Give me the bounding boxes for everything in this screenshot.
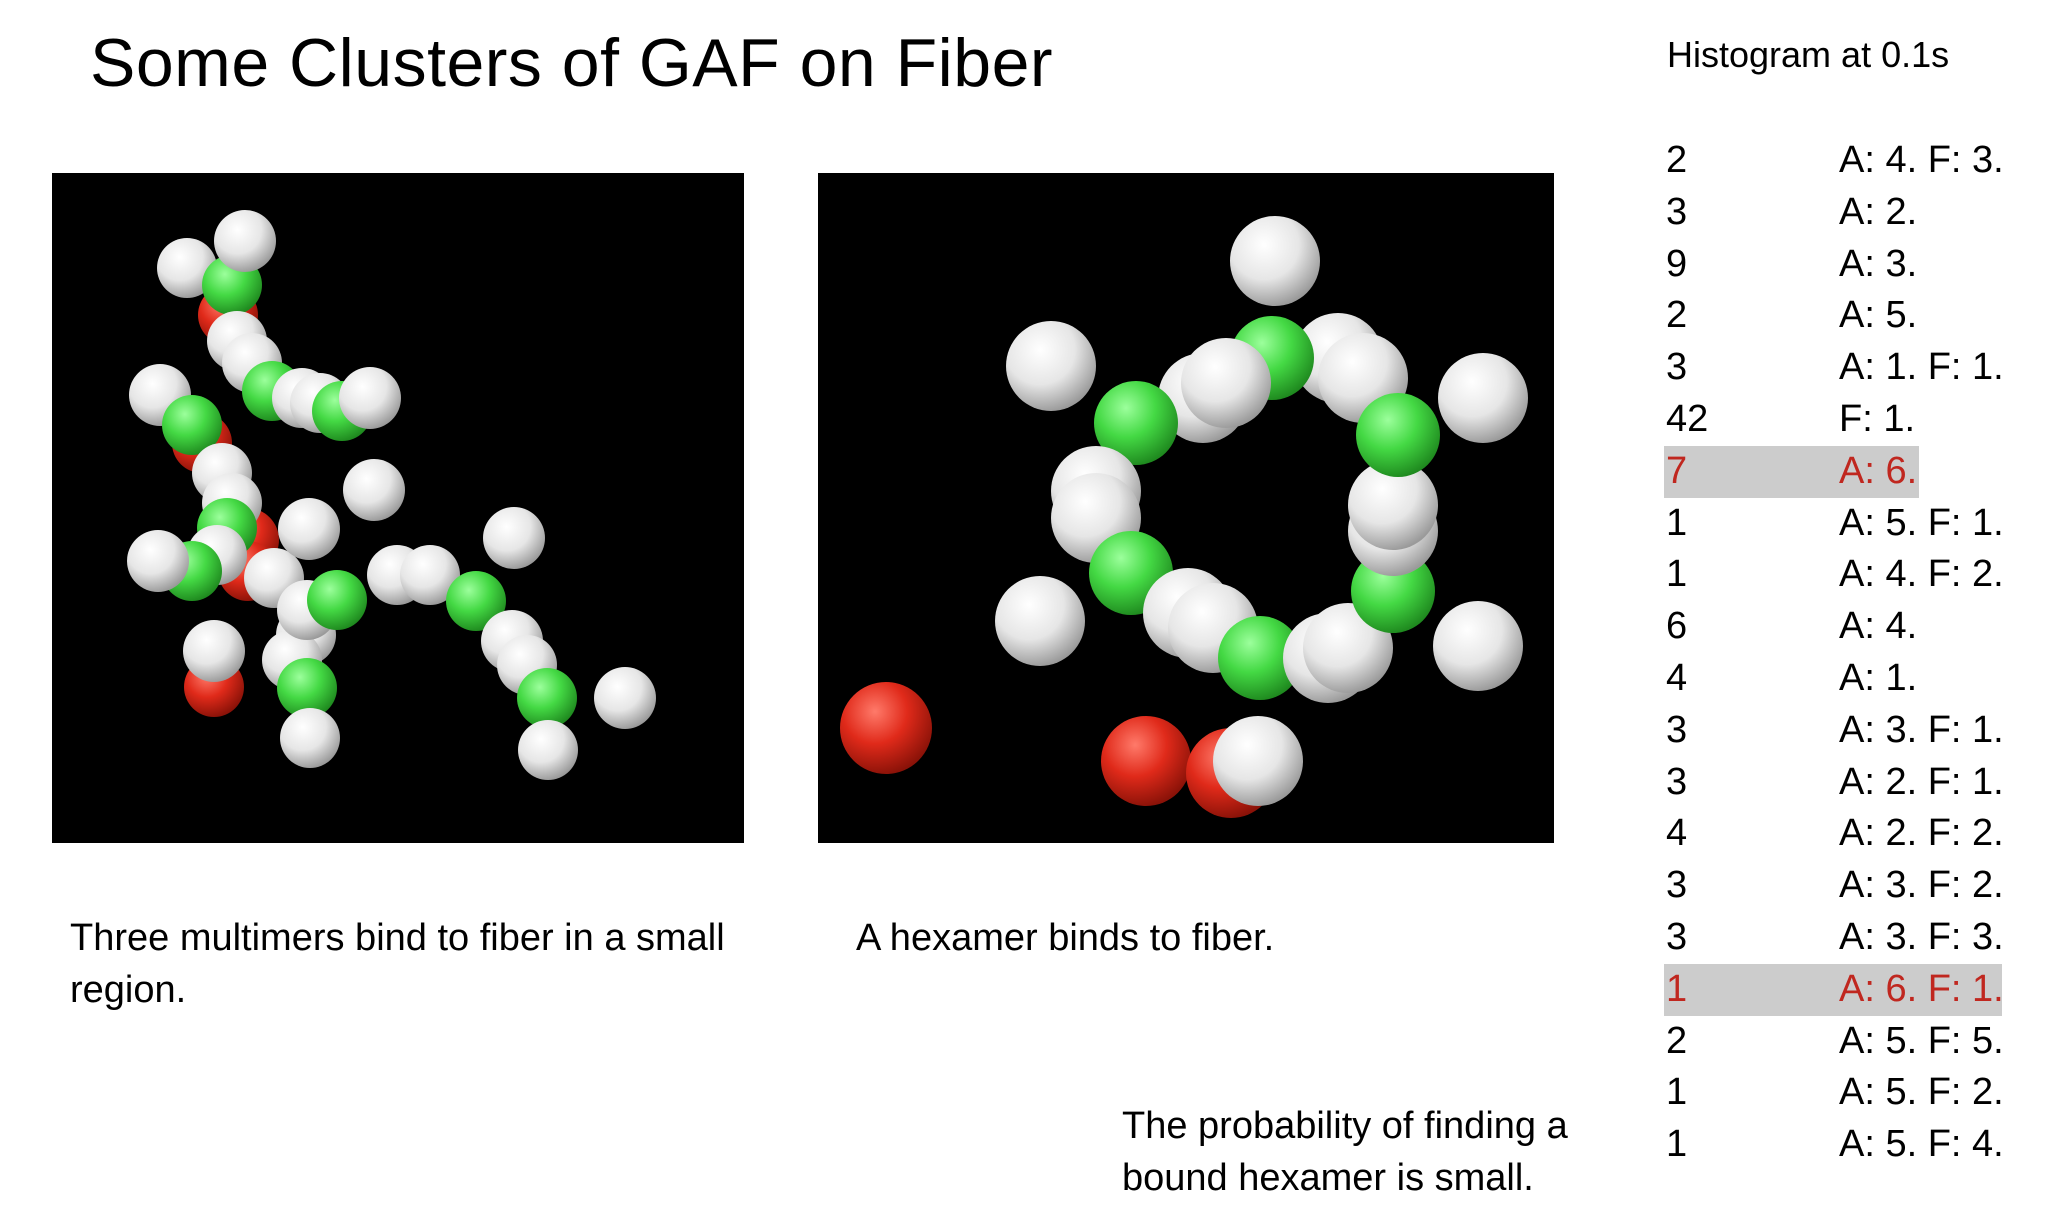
histogram-row: 4 A: 2. F: 2.	[1664, 808, 2006, 860]
hexamer-ring-spheres	[840, 216, 1528, 818]
histogram-composition: A: 5. F: 5.	[1839, 1019, 2004, 1062]
caption-probability: The probability of finding a bound hexam…	[1122, 1105, 1568, 1199]
histogram-composition: A: 4. F: 2.	[1839, 553, 2004, 596]
histogram-row: 3 A: 3. F: 1.	[1664, 705, 2006, 757]
histogram-composition: A: 3.	[1839, 242, 1918, 285]
histogram-composition: A: 5. F: 4.	[1839, 1123, 2004, 1166]
histogram-composition: A: 2. F: 1.	[1839, 760, 2004, 803]
histogram-composition: A: 4. F: 3.	[1839, 139, 2004, 181]
multimers-render-image	[52, 173, 744, 843]
histogram-composition: A: 2.	[1839, 190, 1918, 233]
histogram-table: 2 A: 4. F: 3. 3 A: 2. 9 A: 3. 2 A: 5. 3 A: 1. F: …	[1664, 135, 2006, 1171]
histogram-row: 2 A: 5. F: 5.	[1664, 1016, 2006, 1068]
histogram-composition: A: 3. F: 2.	[1839, 864, 2004, 907]
histogram-row: 2 A: 5.	[1664, 290, 2006, 342]
histogram-composition: A: 5. F: 1.	[1839, 501, 2004, 544]
histogram-composition: A: 1. F: 1.	[1839, 346, 2004, 389]
histogram-row: 1 A: 5. F: 4.	[1664, 1119, 2006, 1171]
histogram-count: 1	[1666, 967, 1688, 1010]
histogram-composition: A: 3. F: 1.	[1839, 708, 2004, 751]
histogram-count: 3	[1666, 346, 1688, 389]
histogram-title: Histogram at 0.1s	[1667, 34, 1950, 75]
histogram-composition: A: 6.	[1839, 449, 1918, 492]
caption-multimers: Three multimers bind to fiber in a small…	[70, 917, 725, 1011]
histogram-count: 3	[1666, 864, 1688, 907]
histogram-count: 4	[1666, 656, 1688, 699]
multimer-cluster-spheres	[127, 210, 656, 780]
histogram-count: 3	[1666, 190, 1688, 233]
multimers-render-svg	[127, 210, 656, 780]
histogram-composition: A: 2. F: 2.	[1839, 812, 2004, 855]
histogram-row: 9 A: 3.	[1664, 239, 2006, 291]
histogram-count: 9	[1666, 242, 1688, 285]
histogram-count: 3	[1666, 760, 1688, 803]
histogram-composition: F: 1.	[1839, 397, 1916, 440]
histogram-row: 6 A: 4.	[1664, 601, 2006, 653]
histogram-count: 3	[1666, 915, 1688, 958]
histogram-row: 42 F: 1.	[1664, 394, 2006, 446]
caption-hexamer: A hexamer binds to fiber.	[856, 917, 1275, 959]
histogram-composition: A: 1.	[1839, 656, 1918, 699]
histogram-count: 6	[1666, 605, 1688, 648]
histogram-row: 4 A: 1.	[1664, 653, 2006, 705]
histogram-composition: A: 3. F: 3.	[1839, 915, 2004, 958]
histogram-count: 3	[1666, 708, 1688, 751]
histogram-row: 1 A: 5. F: 2.	[1664, 1067, 2006, 1119]
histogram-composition: A: 4.	[1839, 605, 1918, 648]
histogram-composition: A: 6. F: 1.	[1839, 967, 2004, 1010]
histogram-row: 3 A: 3. F: 2.	[1664, 860, 2006, 912]
histogram-count: 4	[1666, 812, 1688, 855]
hexamer-render-image	[818, 173, 1554, 843]
histogram-row: 3 A: 3. F: 3.	[1664, 912, 2006, 964]
histogram-count: 2	[1666, 1019, 1688, 1062]
histogram-count: 7	[1666, 449, 1688, 492]
highlight-background	[1664, 445, 1919, 498]
histogram-row-highlighted: 7 A: 6.	[1664, 445, 2006, 498]
histogram-row: 1 A: 4. F: 2.	[1664, 549, 2006, 601]
histogram-composition: A: 5.	[1839, 294, 1918, 337]
histogram-row: 3 A: 1. F: 1.	[1664, 342, 2006, 394]
histogram-count: 42	[1666, 397, 1709, 440]
histogram-row: 3 A: 2.	[1664, 187, 2006, 239]
histogram-count: 2	[1666, 294, 1688, 337]
histogram-row: 1 A: 5. F: 1.	[1664, 498, 2006, 550]
slide-title: Some Clusters of GAF on Fiber	[90, 25, 1054, 101]
histogram-count: 1	[1666, 553, 1688, 596]
histogram-count: 1	[1666, 501, 1688, 544]
histogram-row-highlighted: 1 A: 6. F: 1.	[1664, 963, 2006, 1016]
histogram-row: 2 A: 4. F: 3.	[1664, 135, 2006, 187]
histogram-row: 3 A: 2. F: 1.	[1664, 757, 2006, 809]
hexamer-render-svg	[840, 216, 1528, 818]
highlight-background	[1664, 963, 2002, 1016]
histogram-count: 2	[1666, 139, 1688, 181]
histogram-count: 1	[1666, 1123, 1688, 1166]
histogram-count: 1	[1666, 1071, 1688, 1114]
histogram-composition: A: 5. F: 2.	[1839, 1071, 2004, 1114]
